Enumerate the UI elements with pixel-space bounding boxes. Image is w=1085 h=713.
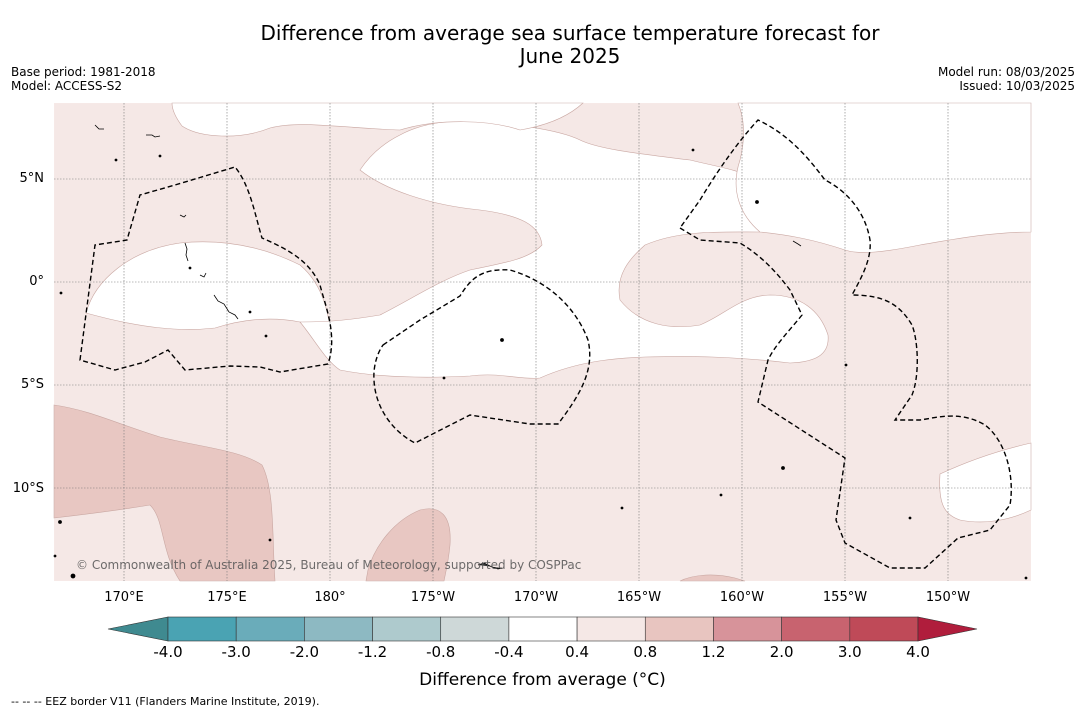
meta-left: Base period: 1981-2018 Model: ACCESS-S2	[11, 65, 156, 93]
colorbar-tick-label: -0.8	[426, 643, 456, 661]
lon-label-165w: 165°W	[616, 590, 662, 605]
colorbar-label: Difference from average (°C)	[419, 670, 666, 690]
lon-label-180: 180°	[314, 590, 346, 605]
neutral-region-central	[299, 120, 829, 379]
lon-label-170w: 170°W	[513, 590, 559, 605]
colorbar-segment	[713, 616, 782, 642]
title-line-1: Difference from average sea surface temp…	[260, 21, 880, 45]
colorbar-segment	[576, 616, 646, 642]
colorbar-tick-label: 4.0	[906, 643, 930, 661]
colorbar-tick-label: -1.2	[357, 643, 388, 661]
lon-label-170e: 170°E	[104, 590, 144, 605]
colorbar-segment	[372, 616, 442, 642]
colorbar	[107, 616, 978, 642]
colorbar-tick-label: -4.0	[153, 643, 183, 661]
colorbar-tick-label: 1.2	[701, 643, 726, 661]
anomaly-region-medium-island	[365, 508, 451, 582]
lat-label-0: 0°	[29, 274, 44, 289]
lon-label-155w: 155°W	[822, 590, 868, 605]
meta-right: Model run: 08/03/2025 Issued: 10/03/2025	[938, 65, 1075, 93]
lat-label-5n: 5°N	[19, 171, 45, 186]
colorbar-segment	[644, 616, 714, 642]
colorbar-tick-label: -0.4	[494, 643, 524, 661]
lat-label-10s: 10°S	[12, 481, 44, 496]
colorbar-segment	[235, 616, 305, 642]
issued-date: Issued: 10/03/2025	[959, 79, 1075, 93]
lat-label-5s: 5°S	[20, 377, 44, 392]
base-period: Base period: 1981-2018	[11, 65, 156, 79]
neutral-region-north	[171, 102, 584, 137]
eez-border-central	[373, 269, 591, 444]
lon-label-160w: 160°W	[719, 590, 765, 605]
map-title: Difference from average sea surface temp…	[0, 22, 1085, 68]
colorbar-segment	[440, 616, 510, 642]
colorbar-tick-label: 0.4	[565, 643, 589, 661]
colorbar-segment	[849, 616, 919, 642]
islands	[53, 124, 1028, 580]
colorbar-tick-label: 0.8	[633, 643, 658, 661]
colorbar-tick-label: 3.0	[837, 643, 862, 661]
eez-borders	[79, 119, 1012, 569]
colorbar-tick-label: -2.0	[289, 643, 319, 661]
colorbar-segment	[781, 616, 851, 642]
map-gridlines	[54, 103, 1031, 581]
colorbar-tick-label: 2.0	[769, 643, 794, 661]
neutral-region-northeast	[735, 102, 1032, 253]
eez-border-west	[79, 166, 333, 373]
eez-footnote: -- -- -- EEZ border V11 (Flanders Marine…	[11, 695, 320, 708]
lon-label-175e: 175°E	[207, 590, 247, 605]
colorbar-segment	[304, 616, 373, 642]
anomaly-region-medium-south	[679, 574, 746, 582]
copyright-notice: © Commonwealth of Australia 2025, Bureau…	[76, 558, 582, 572]
model-name: Model: ACCESS-S2	[11, 79, 123, 93]
title-line-2: June 2025	[519, 44, 621, 68]
model-run: Model run: 08/03/2025	[937, 65, 1075, 79]
eez-border-east-upper	[678, 119, 1012, 569]
colorbar-extend-low	[107, 616, 169, 642]
colorbar-extend-high	[917, 616, 978, 642]
colorbar-segment	[508, 616, 578, 642]
anomaly-region-medium-southwest	[53, 404, 276, 582]
colorbar-segment	[167, 616, 237, 642]
map-frame	[53, 102, 1032, 582]
colorbar-tick-label: -3.0	[221, 643, 251, 661]
lon-label-150w: 150°W	[925, 590, 971, 605]
lon-label-175w: 175°W	[410, 590, 456, 605]
